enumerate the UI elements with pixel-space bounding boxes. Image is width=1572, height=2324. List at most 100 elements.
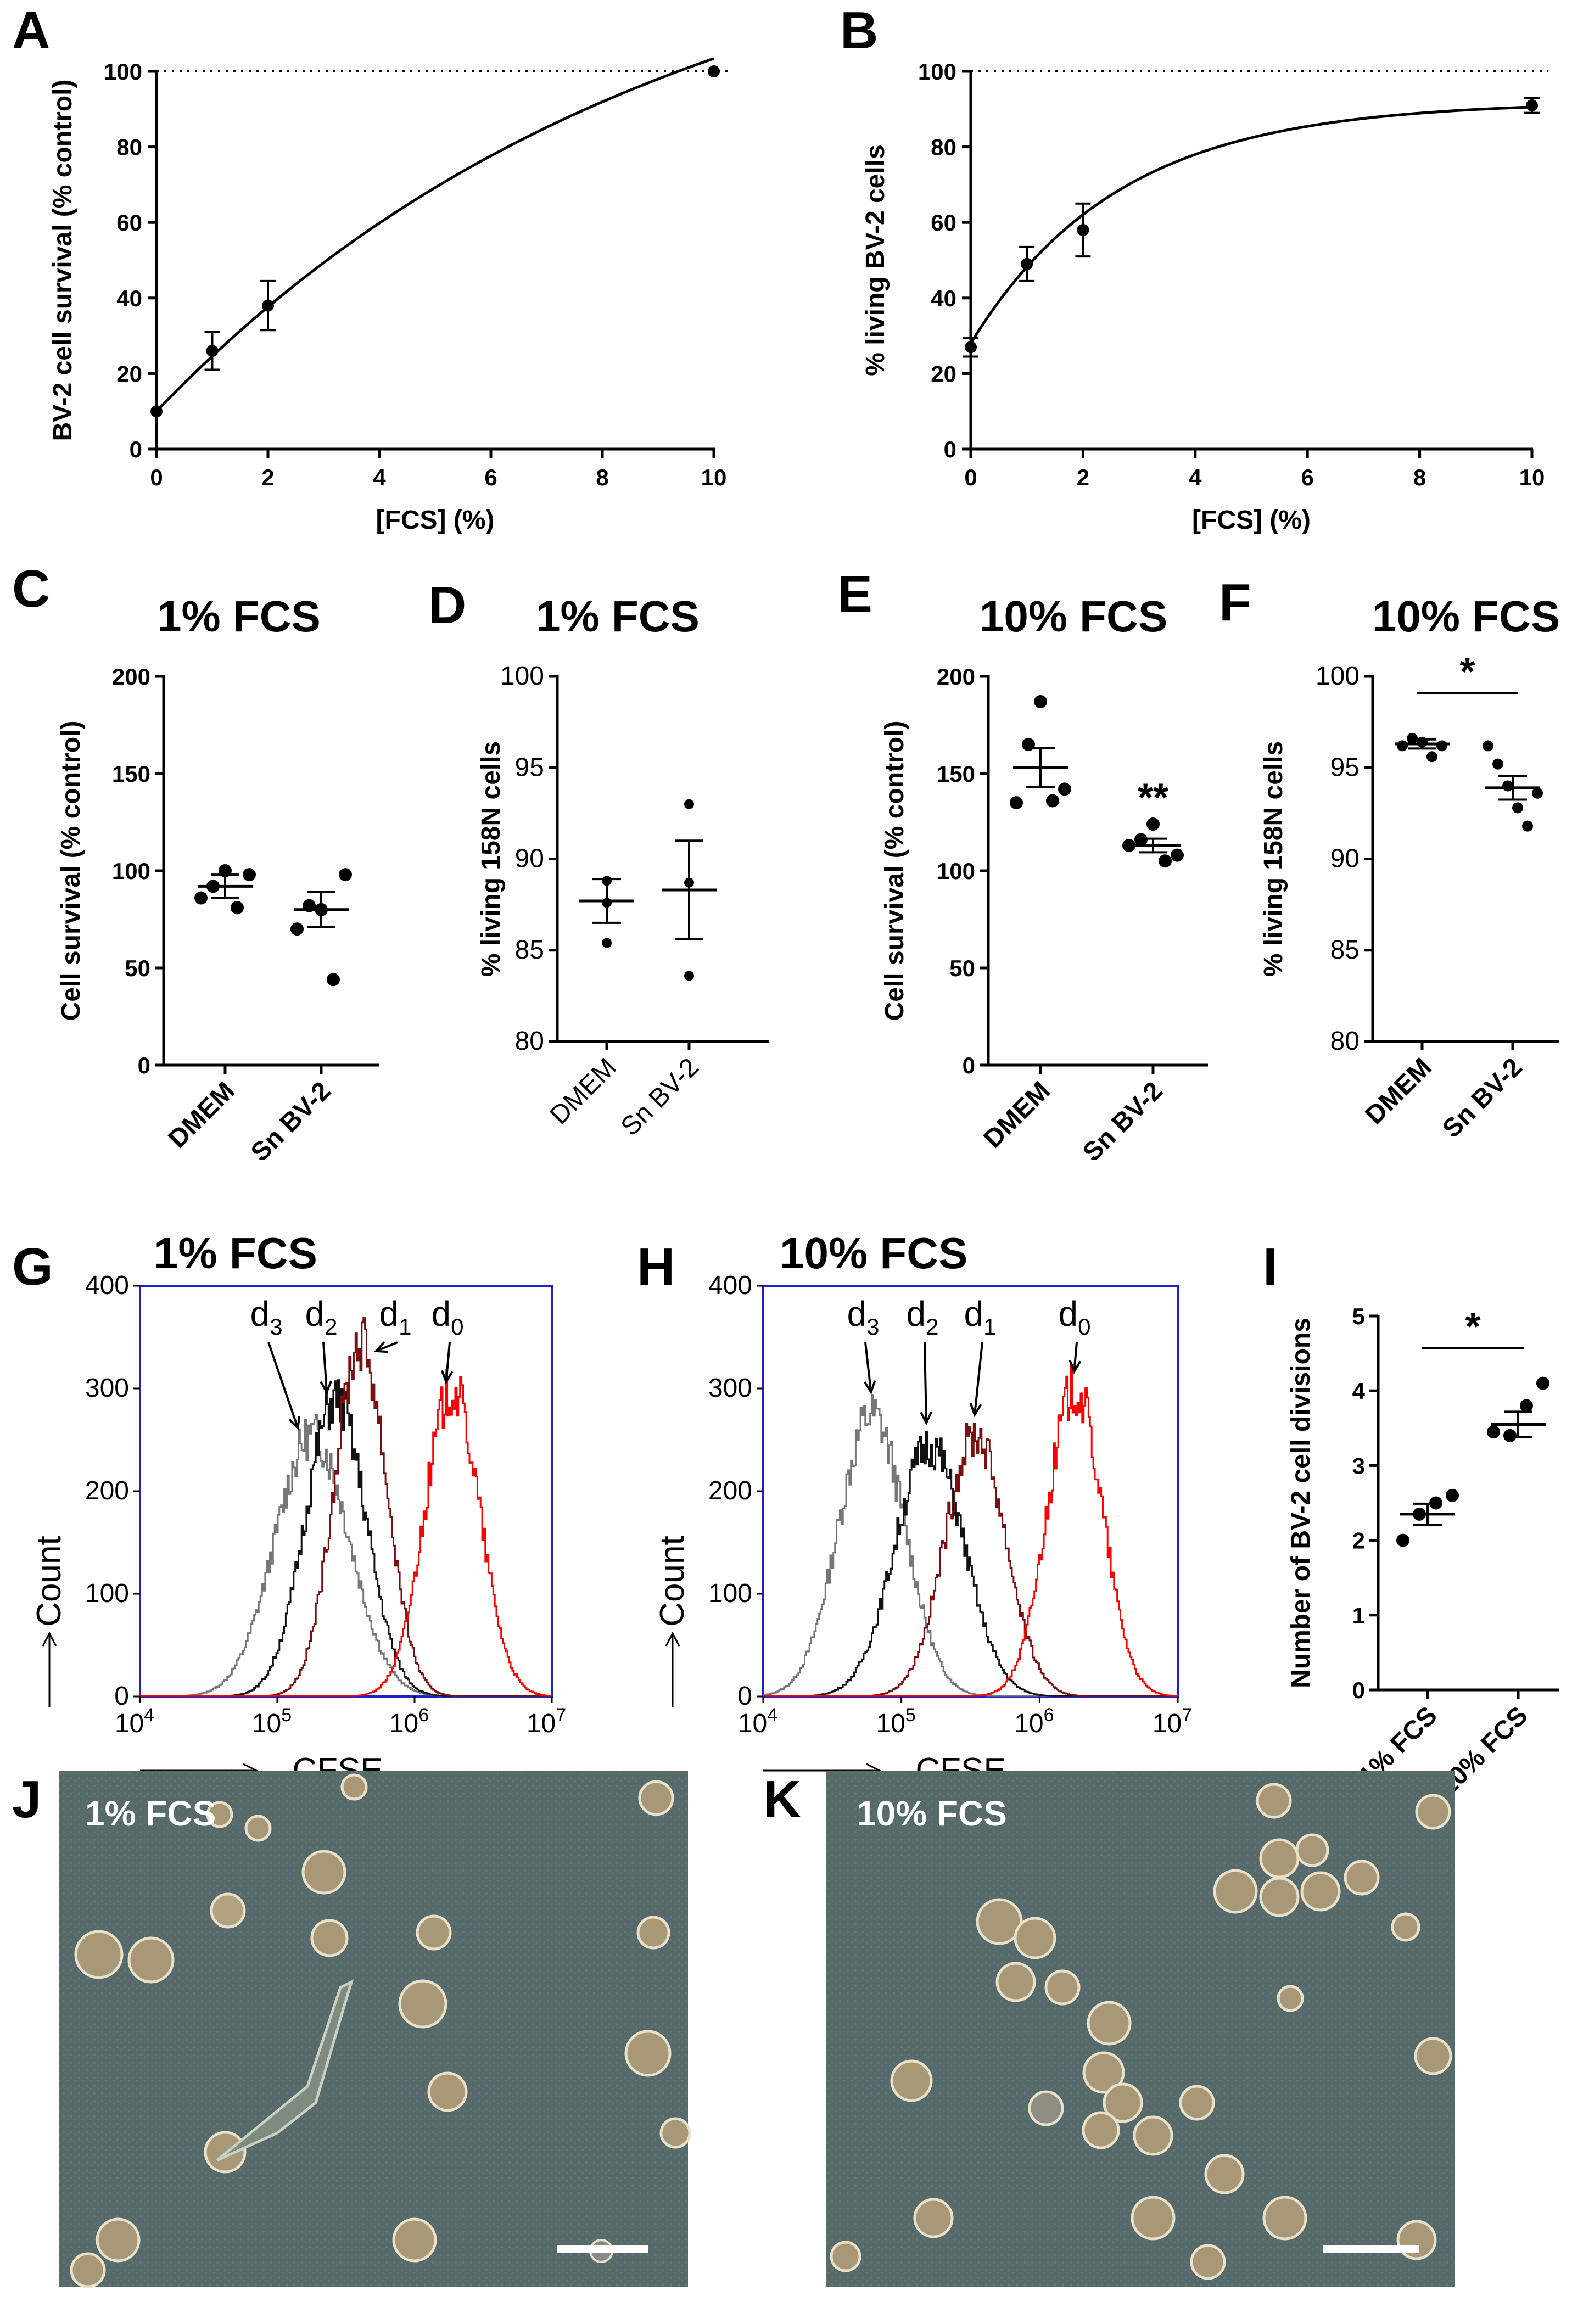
y-tick-label: 95 (1330, 753, 1360, 782)
y-tick-label: 300 (85, 1374, 129, 1403)
generation-label: d2 (907, 1294, 939, 1340)
category-label: Sn BV-2 (245, 1076, 337, 1167)
y-tick-label: 150 (937, 761, 975, 787)
x-axis-label: [FCS] (%) (1192, 506, 1311, 535)
y-tick-label: 5 (1352, 1303, 1365, 1329)
data-point (1034, 695, 1047, 709)
x-tick-label: 104 (115, 1705, 154, 1738)
fit-curve (969, 105, 1532, 344)
generation-arrowhead (373, 1341, 389, 1353)
y-tick-label: 100 (500, 662, 544, 691)
y-axis-label: % living 158N cells (1259, 741, 1288, 977)
y-tick-label: 100 (937, 858, 975, 884)
data-point (290, 922, 304, 936)
generation-arrow (864, 1342, 872, 1392)
data-point (262, 299, 274, 312)
generation-arrow (322, 1342, 328, 1392)
x-tick-label: 4 (373, 464, 386, 490)
x-tick-label: 6 (484, 464, 497, 490)
data-point (206, 345, 219, 357)
generation-label: d0 (1059, 1294, 1091, 1340)
x-tick-label: 104 (738, 1705, 777, 1738)
scale-bar (1323, 2245, 1419, 2253)
y-tick-label: 80 (116, 135, 142, 160)
generation-subscript: 0 (451, 1314, 463, 1340)
plot-frame (139, 1285, 553, 1698)
y-axis-label: Count (653, 1536, 691, 1626)
cell-cluster (830, 1783, 1452, 2280)
data-point (1532, 787, 1543, 799)
generation-label: d0 (432, 1294, 464, 1340)
y-tick-label: 50 (125, 955, 150, 981)
data-point (1077, 223, 1089, 236)
micrograph-j: 1% FCS (59, 1771, 691, 2288)
data-point (1522, 820, 1533, 832)
y-tick-label: 60 (931, 210, 956, 236)
y-axis-label: BV-2 cell survival (% control) (48, 80, 77, 441)
data-point (1536, 1376, 1549, 1390)
significance-marker: * (1459, 650, 1475, 694)
y-tick-label: 100 (112, 858, 150, 884)
panel-label-e: E (837, 565, 872, 624)
y-axis-label: Cell survival (% control) (880, 721, 909, 1021)
x-tick-exponent: 5 (905, 1705, 916, 1726)
y-tick-label: 1 (1352, 1603, 1365, 1628)
generation-arrow (445, 1342, 451, 1382)
data-point (243, 868, 256, 882)
y-tick-label: 0 (114, 1682, 129, 1711)
x-tick-exponent: 7 (556, 1705, 566, 1726)
chart-title: 10% FCS (980, 592, 1167, 641)
data-point (327, 973, 340, 987)
y-tick-label: 2 (1352, 1528, 1365, 1554)
data-point (1021, 257, 1033, 270)
y-tick-label: 85 (515, 936, 544, 965)
fit-curve (155, 57, 714, 412)
data-point (1396, 1533, 1409, 1547)
significance-marker: * (1465, 1305, 1480, 1349)
data-point (231, 901, 244, 915)
data-point (1159, 854, 1172, 868)
generation-label: d2 (305, 1294, 338, 1340)
micrograph-k: 10% FCS (826, 1771, 1455, 2287)
data-point (708, 65, 720, 77)
y-tick-label: 200 (85, 1476, 129, 1505)
y-tick-label: 0 (944, 436, 956, 462)
generation-label: d3 (250, 1294, 283, 1340)
panel-label-f: F (1219, 573, 1251, 632)
x-tick-label: 105 (252, 1705, 292, 1738)
data-point (1512, 802, 1523, 814)
y-tick-label: 0 (130, 436, 142, 462)
data-point (1426, 751, 1437, 763)
histogram-d0 (140, 1369, 552, 1697)
panel-label-a: A (12, 1, 50, 60)
x-tick-label: 6 (1301, 464, 1314, 490)
y-tick-label: 4 (1352, 1378, 1366, 1404)
chart-b: 0 20 40 60 80 100 0 2 4 6 8 10 [FCS] (%) % living BV-… (861, 59, 1548, 535)
panel-label-b: B (840, 1, 878, 60)
data-point (1397, 740, 1408, 752)
plot-frame (762, 1285, 1179, 1698)
y-tick-label: 80 (931, 135, 956, 160)
x-tick-label: 0 (150, 464, 163, 490)
data-point (1487, 1425, 1500, 1439)
x-tick-exponent: 4 (767, 1705, 777, 1726)
data-point (684, 971, 694, 981)
y-axis-arrowhead (42, 1631, 57, 1647)
y-tick-label: 200 (112, 664, 150, 690)
histogram-d1 (140, 1317, 552, 1697)
generation-arrowhead (288, 1416, 301, 1431)
generation-arrow (974, 1342, 983, 1415)
data-point (339, 868, 352, 882)
x-tick-label: 4 (1189, 464, 1202, 490)
y-tick-label: 40 (931, 285, 956, 311)
data-point (194, 891, 208, 905)
generation-arrow (924, 1342, 927, 1423)
x-tick-label: 2 (1077, 464, 1089, 490)
y-axis-label: Cell survival (% control) (57, 721, 86, 1021)
y-tick-label: 200 (937, 664, 975, 690)
y-tick-label: 20 (931, 361, 956, 387)
x-tick-label: 10 (1519, 464, 1545, 490)
